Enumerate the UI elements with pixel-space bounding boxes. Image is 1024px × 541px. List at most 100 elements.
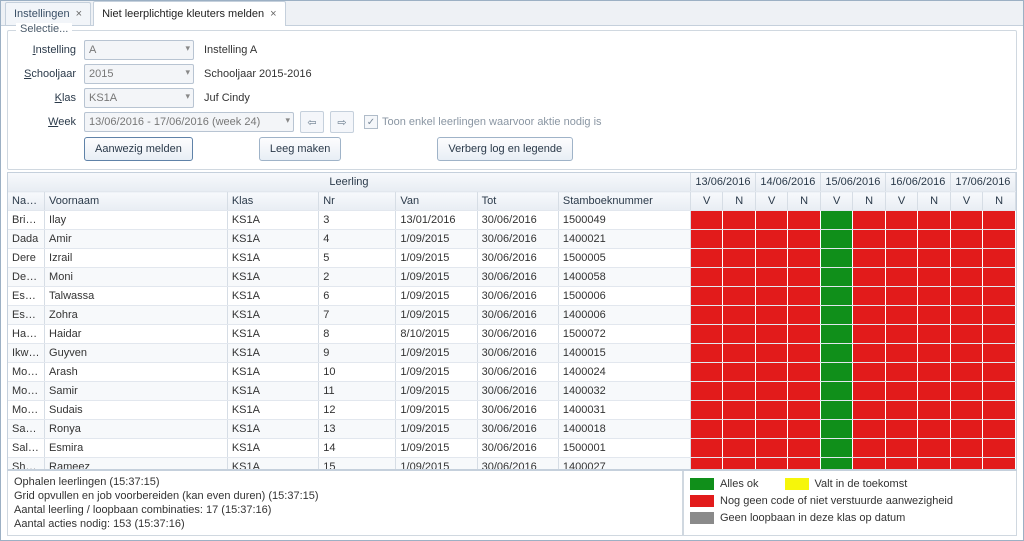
attendance-cell[interactable] [853, 287, 885, 306]
attendance-cell[interactable] [950, 287, 982, 306]
attendance-cell[interactable] [853, 401, 885, 420]
cell-naam[interactable]: Esmat [8, 306, 45, 325]
attendance-cell[interactable] [885, 458, 917, 471]
cell-stam[interactable]: 1400031 [558, 401, 690, 420]
attendance-cell[interactable] [820, 401, 852, 420]
cell-voornaam[interactable]: Izrail [45, 249, 228, 268]
attendance-cell[interactable] [950, 325, 982, 344]
attendance-cell[interactable] [788, 287, 820, 306]
attendance-cell[interactable] [690, 439, 722, 458]
cell-klas[interactable]: KS1A [227, 325, 318, 344]
attendance-cell[interactable] [918, 401, 950, 420]
cell-naam[interactable]: Desloo [8, 268, 45, 287]
cell-stam[interactable]: 1400006 [558, 306, 690, 325]
attendance-cell[interactable] [983, 439, 1016, 458]
cell-voornaam[interactable]: Haidar [45, 325, 228, 344]
attendance-cell[interactable] [950, 211, 982, 230]
attendance-cell[interactable] [983, 458, 1016, 471]
cell-voornaam[interactable]: Ronya [45, 420, 228, 439]
cell-van[interactable]: 1/09/2015 [396, 287, 477, 306]
cell-voornaam[interactable]: Amir [45, 230, 228, 249]
attendance-cell[interactable] [918, 439, 950, 458]
cell-naam[interactable]: Saltiye [8, 439, 45, 458]
cell-tot[interactable]: 30/06/2016 [477, 230, 558, 249]
cell-tot[interactable]: 30/06/2016 [477, 344, 558, 363]
prev-week-button[interactable]: ⇦ [300, 111, 324, 133]
attendance-cell[interactable] [788, 325, 820, 344]
table-row[interactable]: MoharSamirKS1A111/09/201530/06/201614000… [8, 382, 1016, 401]
tab-kleuters-melden[interactable]: Niet leerplichtige kleuters melden × [93, 1, 285, 26]
attendance-cell[interactable] [885, 268, 917, 287]
col-date[interactable]: 16/06/2016 [885, 173, 950, 192]
attendance-cell[interactable] [690, 458, 722, 471]
attendance-cell[interactable] [690, 325, 722, 344]
attendance-cell[interactable] [788, 249, 820, 268]
attendance-cell[interactable] [918, 230, 950, 249]
verberg-log-button[interactable]: Verberg log en legende [437, 137, 573, 161]
attendance-cell[interactable] [885, 230, 917, 249]
cell-nr[interactable]: 5 [319, 249, 396, 268]
cell-stam[interactable]: 1400021 [558, 230, 690, 249]
cell-van[interactable]: 1/09/2015 [396, 363, 477, 382]
cell-tot[interactable]: 30/06/2016 [477, 211, 558, 230]
cell-nr[interactable]: 10 [319, 363, 396, 382]
attendance-cell[interactable] [755, 287, 787, 306]
table-row[interactable]: IkwenGuyvenKS1A91/09/201530/06/201614000… [8, 344, 1016, 363]
attendance-cell[interactable] [918, 363, 950, 382]
filter-checkbox[interactable]: ✓ [364, 115, 378, 129]
attendance-cell[interactable] [788, 211, 820, 230]
attendance-cell[interactable] [918, 211, 950, 230]
cell-nr[interactable]: 9 [319, 344, 396, 363]
attendance-cell[interactable] [853, 363, 885, 382]
col-v[interactable]: V [885, 192, 917, 211]
attendance-cell[interactable] [918, 268, 950, 287]
instelling-select[interactable]: A ▾ [84, 40, 194, 60]
cell-tot[interactable]: 30/06/2016 [477, 325, 558, 344]
attendance-cell[interactable] [918, 458, 950, 471]
attendance-cell[interactable] [950, 401, 982, 420]
col-n[interactable]: N [723, 192, 755, 211]
table-row[interactable]: SharifRameezKS1A151/09/201530/06/2016140… [8, 458, 1016, 471]
cell-klas[interactable]: KS1A [227, 230, 318, 249]
attendance-cell[interactable] [983, 363, 1016, 382]
attendance-cell[interactable] [723, 306, 755, 325]
attendance-cell[interactable] [853, 249, 885, 268]
attendance-cell[interactable] [885, 439, 917, 458]
cell-van[interactable]: 1/09/2015 [396, 344, 477, 363]
attendance-cell[interactable] [820, 344, 852, 363]
attendance-cell[interactable] [690, 401, 722, 420]
col-tot[interactable]: Tot [477, 192, 558, 211]
cell-naam[interactable]: Brique [8, 211, 45, 230]
table-row[interactable]: EsmatZohraKS1A71/09/201530/06/2016140000… [8, 306, 1016, 325]
attendance-cell[interactable] [788, 420, 820, 439]
schooljaar-select[interactable]: 2015 ▾ [84, 64, 194, 84]
attendance-cell[interactable] [853, 382, 885, 401]
cell-klas[interactable]: KS1A [227, 439, 318, 458]
attendance-cell[interactable] [723, 268, 755, 287]
attendance-cell[interactable] [820, 363, 852, 382]
attendance-cell[interactable] [853, 439, 885, 458]
cell-nr[interactable]: 3 [319, 211, 396, 230]
cell-van[interactable]: 1/09/2015 [396, 249, 477, 268]
cell-stam[interactable]: 1400027 [558, 458, 690, 471]
attendance-cell[interactable] [788, 401, 820, 420]
col-n[interactable]: N [983, 192, 1016, 211]
attendance-cell[interactable] [690, 287, 722, 306]
col-group-leerling[interactable]: Leerling [8, 173, 690, 192]
attendance-cell[interactable] [755, 268, 787, 287]
attendance-cell[interactable] [918, 325, 950, 344]
attendance-cell[interactable] [885, 249, 917, 268]
col-klas[interactable]: Klas [227, 192, 318, 211]
attendance-cell[interactable] [983, 306, 1016, 325]
klas-select[interactable]: KS1A ▾ [84, 88, 194, 108]
table-row[interactable]: Sabir lRonyaKS1A131/09/201530/06/2016140… [8, 420, 1016, 439]
table-row[interactable]: DeslooMoniKS1A21/09/201530/06/2016140005… [8, 268, 1016, 287]
cell-voornaam[interactable]: Arash [45, 363, 228, 382]
attendance-cell[interactable] [950, 344, 982, 363]
cell-nr[interactable]: 15 [319, 458, 396, 471]
attendance-cell[interactable] [885, 211, 917, 230]
attendance-cell[interactable] [820, 382, 852, 401]
cell-voornaam[interactable]: Ilay [45, 211, 228, 230]
cell-van[interactable]: 1/09/2015 [396, 401, 477, 420]
table-row[interactable]: DadaAmirKS1A41/09/201530/06/20161400021 [8, 230, 1016, 249]
